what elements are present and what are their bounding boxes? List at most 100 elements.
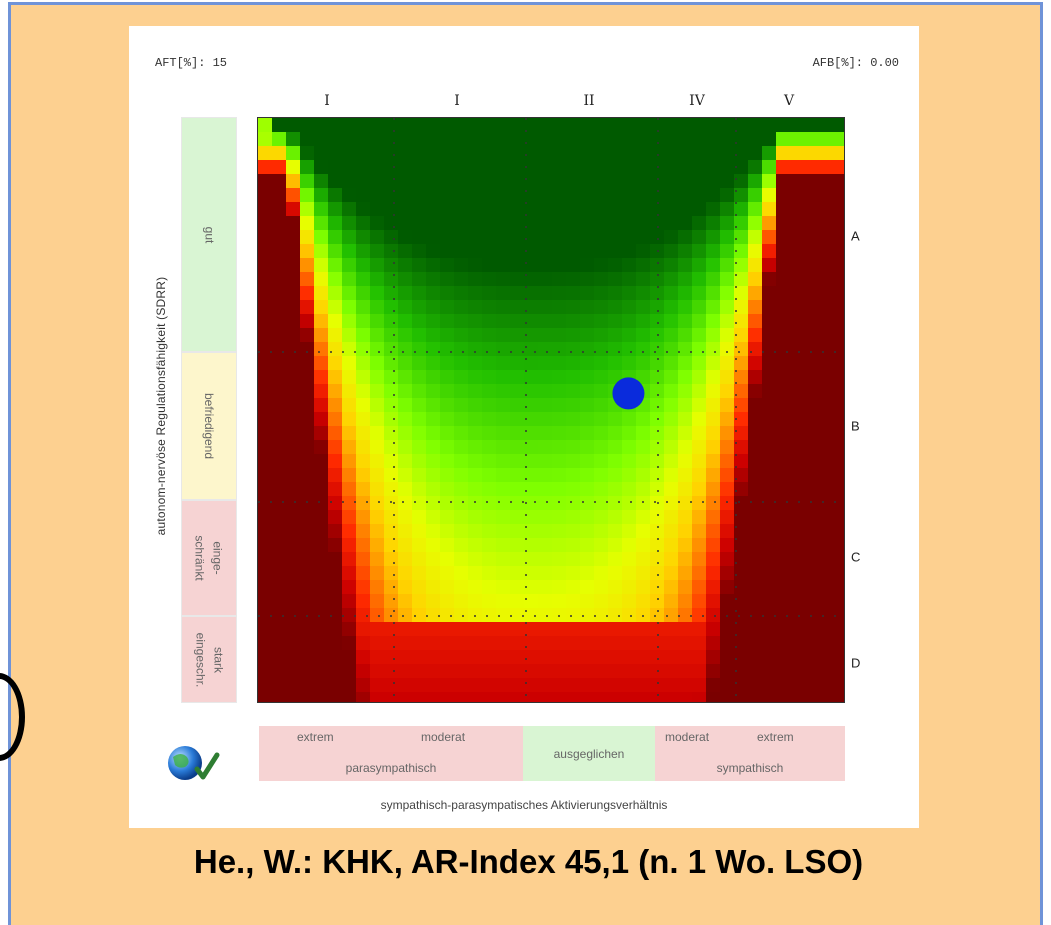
heat-cell-396	[510, 244, 525, 259]
heat-cell-1308	[342, 552, 357, 567]
heat-cell-562	[482, 300, 497, 315]
heat-cell-455	[748, 258, 763, 273]
x-band-sym-label: sympathisch	[717, 761, 784, 775]
heat-cell-531	[636, 286, 651, 301]
heat-cell-670	[818, 328, 833, 343]
heat-cell-178	[398, 174, 413, 189]
heat-cell-736	[566, 356, 581, 371]
heat-cell-164	[790, 160, 805, 175]
heat-cell-987	[552, 440, 567, 455]
heat-cell-1393	[356, 580, 371, 595]
row-tick-d: D	[851, 656, 860, 671]
heat-cell-563	[496, 300, 511, 315]
heat-cell-1468	[818, 594, 833, 609]
heat-cell-1627	[692, 650, 707, 665]
heat-cell-1264	[314, 538, 329, 553]
heat-cell-539	[748, 286, 763, 301]
heat-cell-107	[580, 146, 595, 161]
heat-cell-881	[832, 398, 845, 413]
heat-cell-1551	[804, 622, 819, 637]
heat-cell-1374	[678, 566, 693, 581]
heat-cell-519	[468, 286, 483, 301]
heat-cell-864	[594, 398, 609, 413]
heat-cell-493	[692, 272, 707, 287]
heat-cell-729	[468, 356, 483, 371]
heat-cell-885	[300, 412, 315, 427]
heat-cell-1653	[468, 664, 483, 679]
heat-cell-1652	[454, 664, 469, 679]
heat-cell-1385	[832, 566, 845, 581]
heat-cell-1763	[832, 692, 845, 703]
heat-cell-447	[636, 258, 651, 273]
heat-cell-1720	[818, 678, 833, 693]
heat-cell-974	[370, 440, 385, 455]
heat-cell-638	[370, 328, 385, 343]
heat-cell-78	[762, 132, 777, 147]
row-tick-b: B	[851, 419, 860, 434]
heat-cell-966	[258, 440, 273, 455]
heat-cell-1202	[622, 510, 637, 525]
heat-cell-1495	[608, 608, 623, 623]
heat-cell-53	[412, 132, 427, 147]
heat-cell-1571	[496, 636, 511, 651]
heat-cell-1659	[552, 664, 567, 679]
heat-cell-448	[650, 258, 665, 273]
heat-cell-1431	[300, 594, 315, 609]
heat-cell-1161	[636, 496, 651, 511]
heat-cell-1429	[272, 594, 287, 609]
heat-cell-814	[482, 384, 497, 399]
heat-cell-261	[384, 202, 399, 217]
heat-cell-557	[412, 300, 427, 315]
heat-cell-1440	[426, 594, 441, 609]
heat-cell-353	[496, 230, 511, 245]
heat-cell-1096	[314, 482, 329, 497]
heat-cell-1436	[370, 594, 385, 609]
heat-cell-719	[328, 356, 343, 371]
heat-cell-354	[510, 230, 525, 245]
heat-cell-1605	[384, 650, 399, 665]
heat-cell-1641	[300, 664, 315, 679]
heat-cell-754	[818, 356, 833, 371]
heat-cell-631	[272, 328, 287, 343]
heat-cell-1739	[496, 692, 511, 703]
heat-cell-453	[720, 258, 735, 273]
heat-cell-344	[370, 230, 385, 245]
heat-cell-274	[566, 202, 581, 217]
heat-cell-1061	[412, 468, 427, 483]
heat-cell-964	[818, 426, 833, 441]
heat-cell-96	[426, 146, 441, 161]
heat-cell-1573	[524, 636, 539, 651]
heat-cell-1003	[776, 440, 791, 455]
heat-cell-173	[328, 174, 343, 189]
heat-cell-1083	[720, 468, 735, 483]
heat-cell-1283	[580, 538, 595, 553]
heat-cell-270	[510, 202, 525, 217]
row-tick-c: C	[851, 550, 860, 565]
heat-cell-1143	[384, 496, 399, 511]
heat-cell-392	[454, 244, 469, 259]
heat-cell-1174	[818, 496, 833, 511]
heat-cell-1149	[468, 496, 483, 511]
heat-cell-1072	[566, 468, 581, 483]
heat-cell-1086	[762, 468, 777, 483]
heat-cell-1177	[272, 510, 287, 525]
heat-cell-1760	[790, 692, 805, 703]
heat-cell-1719	[804, 678, 819, 693]
heat-cell-880	[818, 398, 833, 413]
heat-cell-1581	[636, 636, 651, 651]
heat-cell-935	[412, 426, 427, 441]
heat-cell-582	[762, 300, 777, 315]
heat-cell-1114	[566, 482, 581, 497]
heat-cell-1525	[440, 622, 455, 637]
heat-cell-518	[454, 286, 469, 301]
heat-cell-130	[314, 160, 329, 175]
heat-cell-1466	[790, 594, 805, 609]
heat-cell-804	[342, 384, 357, 399]
heat-cell-1316	[454, 552, 469, 567]
heat-cell-163	[776, 160, 791, 175]
heat-cell-359	[580, 230, 595, 245]
heat-cell-184	[482, 174, 497, 189]
heat-cell-857	[496, 398, 511, 413]
heat-cell-325	[692, 216, 707, 231]
heat-cell-1148	[454, 496, 469, 511]
